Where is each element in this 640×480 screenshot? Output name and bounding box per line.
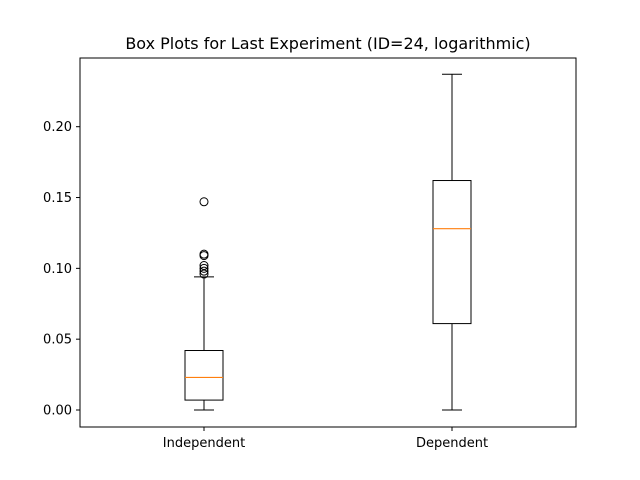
y-axis: 0.00 0.05 0.10 0.15 0.20 (43, 120, 80, 419)
outlier-point (199, 263, 209, 273)
outlier-point (199, 266, 209, 276)
box-group (184, 73, 472, 411)
iqr-box (184, 350, 224, 401)
y-tick-label: 0.05 (43, 333, 72, 348)
plot-frame (79, 57, 577, 428)
chart-title: Box Plots for Last Experiment (ID=24, lo… (125, 34, 530, 53)
box-dependent (432, 73, 472, 411)
y-tick-label: 0.00 (43, 404, 72, 419)
x-axis: Independent Dependent (163, 427, 488, 451)
outlier-point (199, 249, 209, 259)
x-tick-label: Independent (163, 436, 245, 451)
box-independent (184, 197, 224, 411)
y-tick-label: 0.15 (43, 191, 72, 206)
outlier-point (199, 197, 209, 207)
y-tick-label: 0.20 (43, 120, 72, 135)
y-tick-label: 0.10 (43, 262, 72, 277)
x-tick-label: Dependent (416, 436, 488, 451)
iqr-box (432, 180, 472, 325)
outlier-point (199, 261, 209, 271)
